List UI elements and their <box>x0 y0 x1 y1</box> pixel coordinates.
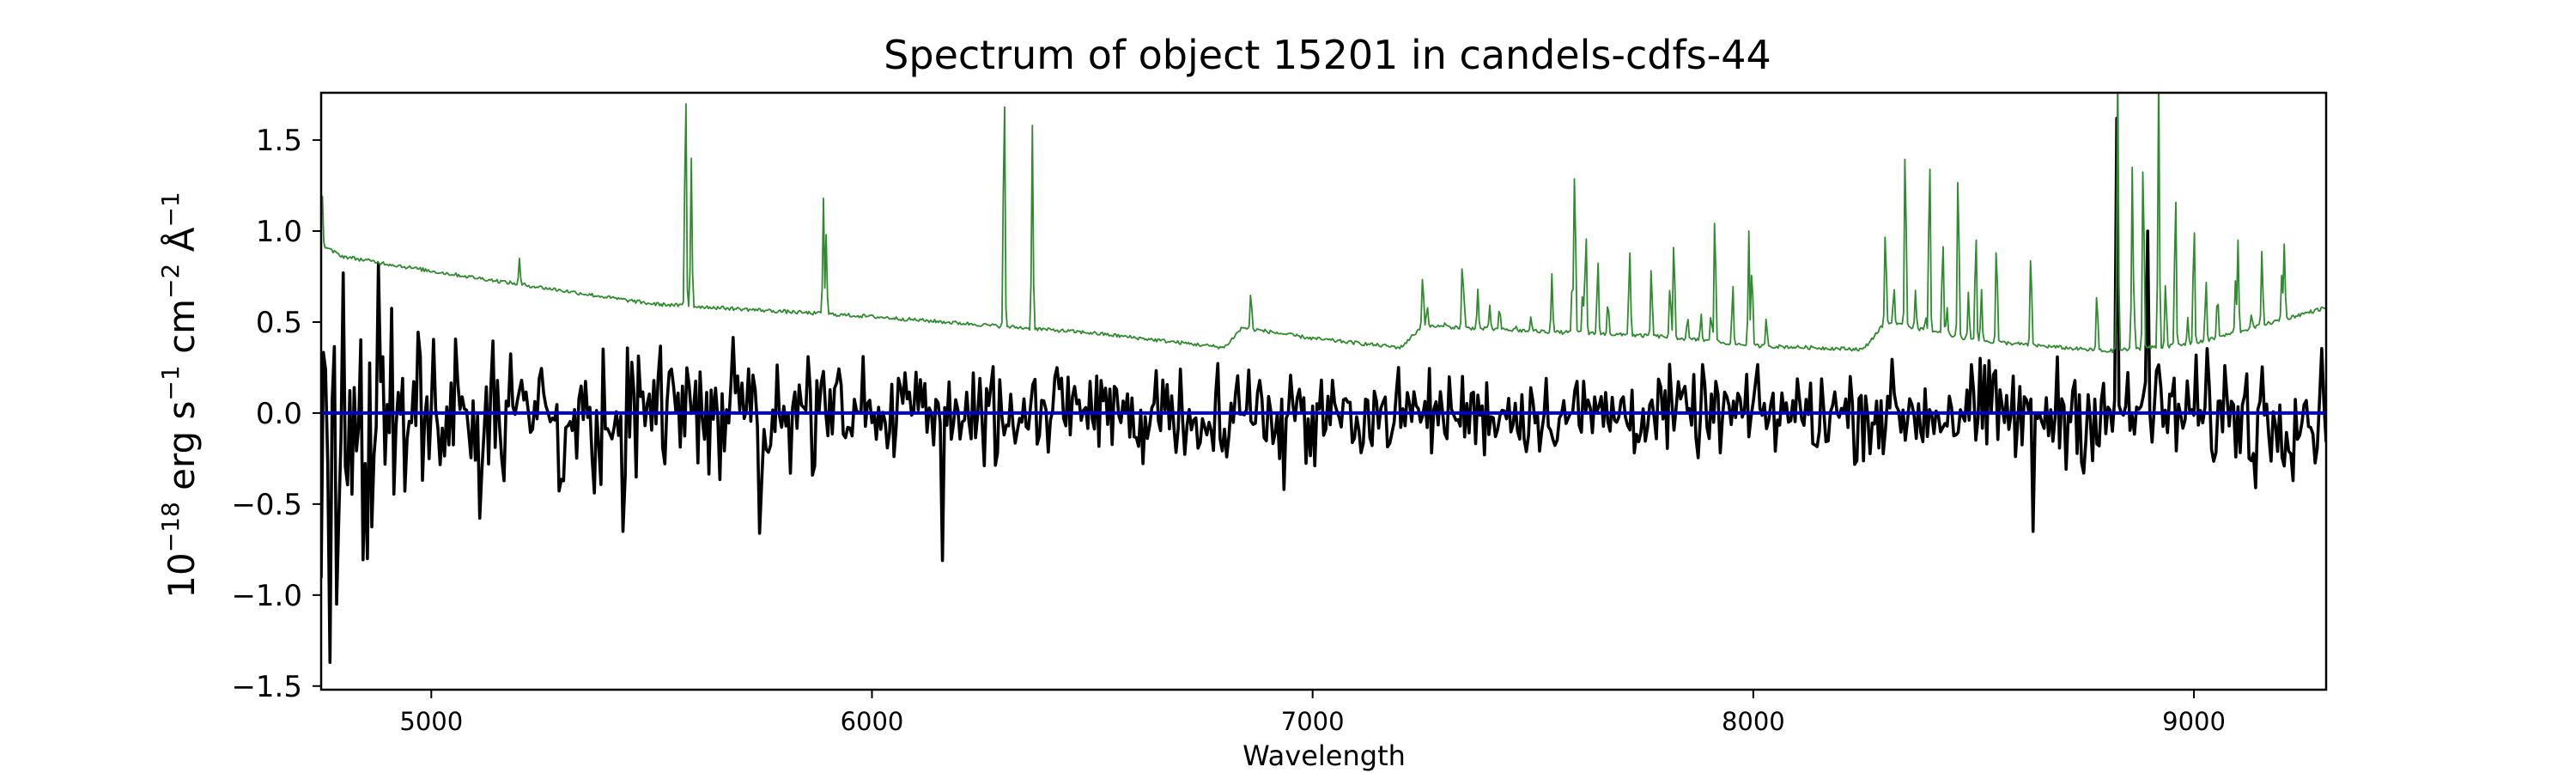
y-tick-label: −1.5 <box>231 670 302 704</box>
y-label-exp-prefix: −18 <box>156 502 185 552</box>
series-layer <box>321 93 2326 664</box>
y-label-exp-cm: −2 <box>156 264 185 299</box>
x-axis-label: Wavelength <box>1242 740 1406 772</box>
x-tick-label: 5000 <box>399 707 463 736</box>
x-axis: 5000 6000 7000 8000 9000 <box>399 690 2226 736</box>
x-tick-label: 7000 <box>1281 707 1345 736</box>
y-axis: −1.5 −1.0 −0.5 0.0 0.5 1.0 1.5 <box>231 124 321 704</box>
error-sky-series-line <box>321 93 2326 354</box>
plot-frame <box>319 91 2328 691</box>
chart-title: Spectrum of object 15201 in candels-cdfs… <box>884 32 1771 78</box>
y-tick-label: −1.0 <box>231 579 302 613</box>
y-label-unit-cm: cm <box>161 299 203 365</box>
y-label-exp-angstrom: −1 <box>156 192 185 227</box>
y-tick-label: 1.0 <box>256 215 302 249</box>
x-tick-label: 6000 <box>841 707 904 736</box>
y-tick-label: 1.5 <box>256 124 302 158</box>
y-tick-label: 0.0 <box>256 397 302 431</box>
y-label-exp-s: −1 <box>156 365 185 400</box>
flux-series-line <box>321 116 2326 664</box>
y-tick-label: 0.5 <box>256 306 302 340</box>
y-label-unit-angstrom: Å <box>160 227 203 263</box>
x-tick-label: 9000 <box>2162 707 2226 736</box>
y-tick-label: −0.5 <box>231 488 302 522</box>
y-label-prefix: 10 <box>161 552 203 598</box>
x-tick-label: 8000 <box>1722 707 1785 736</box>
y-axis-label: 10−18 erg s−1 cm−2 Å−1 <box>156 192 203 598</box>
y-label-unit-erg: erg s <box>161 401 203 502</box>
